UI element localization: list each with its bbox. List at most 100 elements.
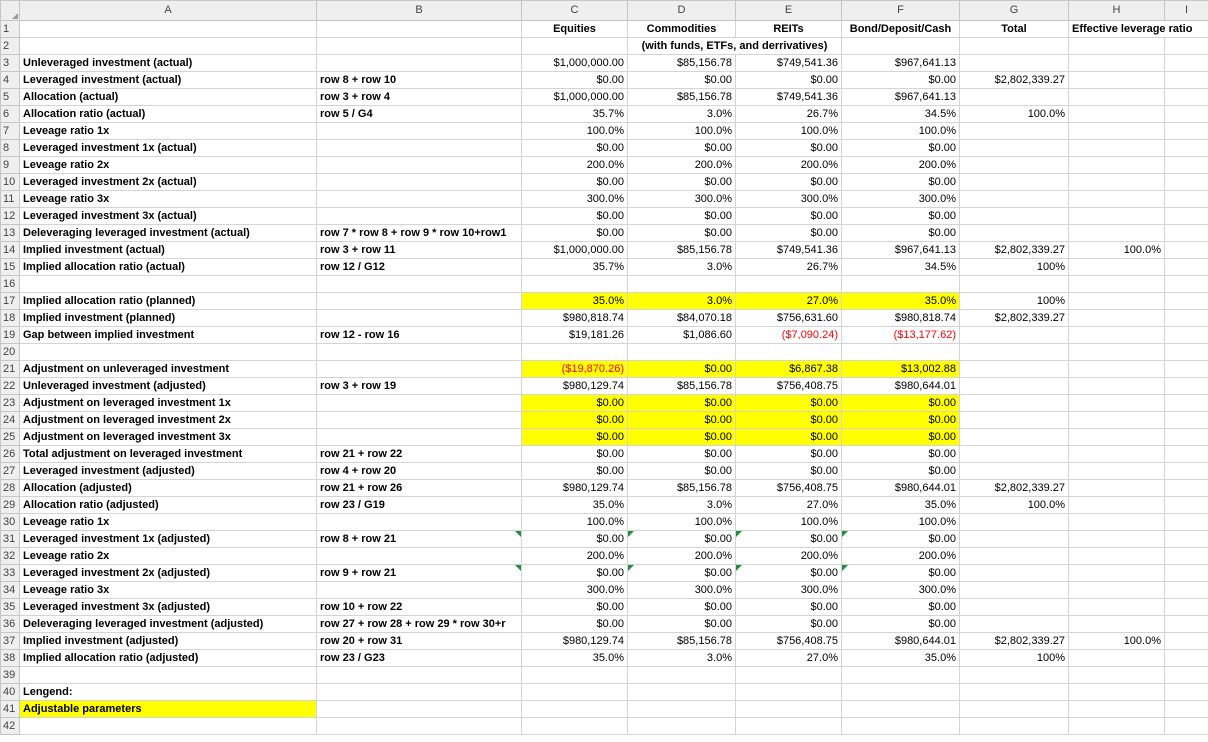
value-cell-f[interactable]: 34.5% [841,105,960,123]
total-cell[interactable] [959,581,1069,599]
value-cell-e[interactable]: $756,408.75 [735,632,842,650]
row-label[interactable]: Implied investment (actual) [19,241,317,259]
row-header[interactable]: 8 [0,139,20,157]
bond-header[interactable]: Bond/Deposit/Cash [841,20,960,38]
commodities-header[interactable]: Commodities [627,20,736,38]
formula-note[interactable] [316,700,522,718]
cell[interactable] [1164,71,1208,89]
column-header-g[interactable]: G [959,0,1069,21]
column-header-c[interactable]: C [521,0,628,21]
row-header[interactable]: 20 [0,343,20,361]
value-cell-c[interactable] [521,717,628,735]
value-cell-d[interactable]: $85,156.78 [627,632,736,650]
cell[interactable] [1164,292,1208,310]
column-header-d[interactable]: D [627,0,736,21]
row-label[interactable]: Implied allocation ratio (adjusted) [19,649,317,667]
value-cell-e[interactable] [735,666,842,684]
value-cell-d[interactable]: 100.0% [627,122,736,140]
cell[interactable] [1164,139,1208,157]
row-header[interactable]: 9 [0,156,20,174]
value-cell-c[interactable]: $1,000,000.00 [521,88,628,106]
formula-note[interactable]: row 7 * row 8 + row 9 * row 10+row1 [316,224,522,242]
value-cell-e[interactable]: 300.0% [735,581,842,599]
value-cell-d[interactable] [627,683,736,701]
total-cell[interactable] [959,88,1069,106]
formula-note[interactable] [316,54,522,72]
column-header-b[interactable]: B [316,0,522,21]
leverage-cell[interactable] [1068,224,1165,242]
formula-note[interactable]: row 5 / G4 [316,105,522,123]
value-cell-f[interactable]: $967,641.13 [841,88,960,106]
total-cell[interactable] [959,156,1069,174]
total-cell[interactable] [959,173,1069,191]
row-header[interactable]: 4 [0,71,20,89]
cell[interactable] [1164,309,1208,327]
value-cell-c[interactable] [521,683,628,701]
row-label[interactable]: Total adjustment on leveraged investment [19,445,317,463]
leverage-cell[interactable] [1068,173,1165,191]
total-cell[interactable] [959,360,1069,378]
row-label[interactable]: Adjustable parameters [19,700,317,718]
row-header[interactable]: 26 [0,445,20,463]
value-cell-d[interactable]: 3.0% [627,105,736,123]
row-header[interactable]: 3 [0,54,20,72]
value-cell-e[interactable]: 26.7% [735,258,842,276]
value-cell-d[interactable]: $85,156.78 [627,479,736,497]
cell[interactable] [1164,224,1208,242]
row-label[interactable]: Allocation ratio (adjusted) [19,496,317,514]
value-cell-e[interactable]: ($7,090.24) [735,326,842,344]
formula-note[interactable]: row 3 + row 11 [316,241,522,259]
value-cell-e[interactable]: $0.00 [735,530,842,548]
row-label[interactable] [19,666,317,684]
leverage-cell[interactable] [1068,207,1165,225]
value-cell-d[interactable]: $0.00 [627,411,736,429]
value-cell-c[interactable]: $980,129.74 [521,377,628,395]
leverage-cell[interactable] [1068,428,1165,446]
formula-note[interactable]: row 27 + row 28 + row 29 * row 30+r [316,615,522,633]
value-cell-d[interactable]: $0.00 [627,615,736,633]
row-header[interactable]: 40 [0,683,20,701]
value-cell-e[interactable]: 27.0% [735,649,842,667]
row-header[interactable]: 33 [0,564,20,582]
value-cell-c[interactable]: $0.00 [521,462,628,480]
value-cell-f[interactable]: $13,002.88 [841,360,960,378]
row-header[interactable]: 37 [0,632,20,650]
value-cell-e[interactable]: 100.0% [735,122,842,140]
total-cell[interactable]: $2,802,339.27 [959,309,1069,327]
row-label[interactable]: Leveraged investment 1x (actual) [19,139,317,157]
row-header[interactable]: 32 [0,547,20,565]
leverage-cell[interactable] [1068,190,1165,208]
row-header[interactable]: 42 [0,717,20,735]
cell[interactable] [841,37,960,55]
cell[interactable] [1164,479,1208,497]
value-cell-d[interactable]: $0.00 [627,428,736,446]
value-cell-e[interactable] [735,275,842,293]
value-cell-f[interactable]: $980,644.01 [841,377,960,395]
total-cell[interactable] [959,394,1069,412]
formula-note[interactable]: row 21 + row 26 [316,479,522,497]
cell[interactable] [1164,258,1208,276]
formula-note[interactable] [316,190,522,208]
formula-note[interactable] [316,394,522,412]
value-cell-c[interactable]: $0.00 [521,564,628,582]
formula-note[interactable] [316,292,522,310]
row-label[interactable]: Deleveraging leveraged investment (actua… [19,224,317,242]
value-cell-c[interactable]: $0.00 [521,428,628,446]
value-cell-e[interactable] [735,700,842,718]
cell[interactable] [1164,581,1208,599]
value-cell-e[interactable]: $0.00 [735,411,842,429]
cell[interactable] [1164,615,1208,633]
cell[interactable] [1164,683,1208,701]
row-header[interactable]: 24 [0,411,20,429]
value-cell-d[interactable]: 200.0% [627,156,736,174]
leverage-cell[interactable] [1068,445,1165,463]
value-cell-d[interactable]: $85,156.78 [627,241,736,259]
formula-note[interactable]: row 12 / G12 [316,258,522,276]
cell[interactable] [1164,326,1208,344]
total-cell[interactable] [959,700,1069,718]
value-cell-e[interactable]: $749,541.36 [735,54,842,72]
leverage-cell[interactable] [1068,615,1165,633]
row-label[interactable]: Implied allocation ratio (planned) [19,292,317,310]
formula-note[interactable]: row 3 + row 19 [316,377,522,395]
